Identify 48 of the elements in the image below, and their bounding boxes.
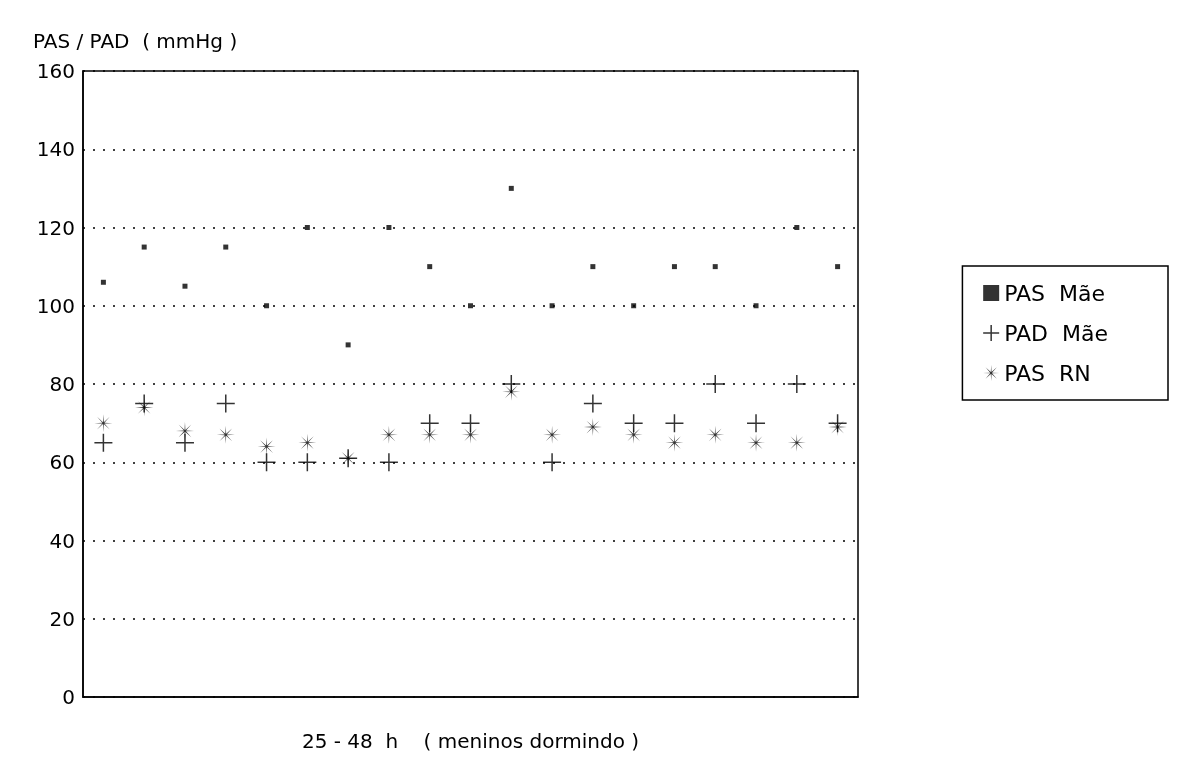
y-tick-label: 0 xyxy=(62,685,75,709)
point xyxy=(134,393,154,414)
x-axis-title: 25 - 48 h ( meninos dormindo ) xyxy=(301,729,640,753)
point xyxy=(100,279,106,285)
point xyxy=(304,225,310,230)
point xyxy=(256,452,277,472)
point xyxy=(468,303,473,309)
point xyxy=(182,283,188,289)
y-tick-label: 80 xyxy=(49,372,75,396)
point xyxy=(175,432,195,453)
point xyxy=(787,374,807,394)
point xyxy=(298,433,317,452)
point xyxy=(427,264,433,270)
point xyxy=(508,185,514,191)
point xyxy=(257,437,276,456)
point xyxy=(549,303,555,309)
y-tick-label: 100 xyxy=(36,293,75,318)
y-tick-label: 20 xyxy=(49,606,75,631)
y-tick-label: 60 xyxy=(49,450,75,475)
point xyxy=(386,225,392,230)
point xyxy=(141,244,147,250)
point xyxy=(379,452,399,472)
point xyxy=(712,264,718,270)
point xyxy=(664,413,685,433)
y-tick-label: 140 xyxy=(36,137,75,162)
point xyxy=(746,413,766,433)
y-tick-label: 160 xyxy=(36,59,75,83)
point xyxy=(753,303,759,309)
point xyxy=(583,393,603,414)
point xyxy=(264,303,270,309)
legend-label: PAS Mãe xyxy=(1004,280,1106,306)
y-tick-label: 40 xyxy=(49,528,75,553)
y-axis-title: PAS / PAD ( mmHg ) xyxy=(33,29,238,53)
point xyxy=(590,264,596,270)
point xyxy=(93,432,114,453)
y-tick-label: 120 xyxy=(36,215,75,240)
point xyxy=(297,452,318,472)
legend-label: PAS RN xyxy=(1004,360,1091,386)
point xyxy=(631,303,637,309)
point xyxy=(216,393,236,414)
point xyxy=(542,452,562,472)
point xyxy=(835,264,841,270)
point xyxy=(794,225,800,230)
legend-label: PAD Mãe xyxy=(1004,320,1109,346)
point xyxy=(345,342,351,348)
point xyxy=(223,244,229,250)
point xyxy=(705,374,725,394)
point xyxy=(671,264,677,270)
